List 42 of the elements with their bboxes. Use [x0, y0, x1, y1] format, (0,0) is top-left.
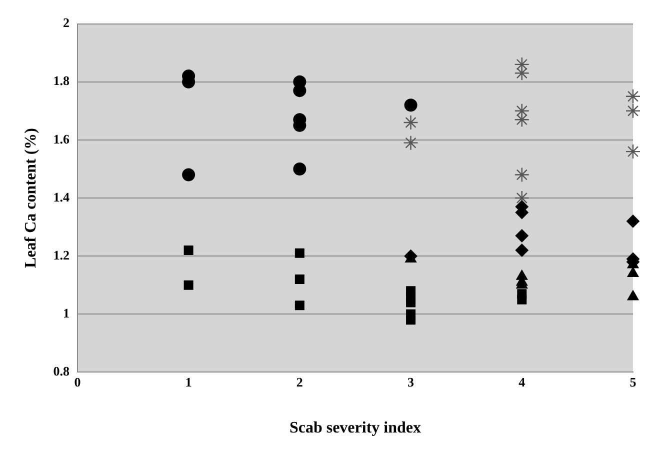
- point: [294, 248, 304, 258]
- x-tick-label: 0: [74, 374, 81, 390]
- y-tick-label: 1.6: [53, 131, 70, 146]
- y-tick-label: 1.8: [53, 73, 70, 88]
- x-tick-label: 5: [630, 374, 637, 390]
- y-tick-label: 1.4: [53, 189, 70, 204]
- point: [625, 144, 641, 160]
- point: [625, 88, 641, 104]
- x-tick-label: 1: [185, 374, 192, 390]
- point: [514, 112, 530, 128]
- point: [294, 300, 304, 310]
- point: [514, 103, 530, 118]
- y-tick-label: 2: [62, 15, 70, 30]
- point: [293, 162, 306, 176]
- point: [627, 266, 639, 277]
- y-axis-title: Leaf Ca content (%): [22, 128, 40, 268]
- y-tick-label: 1: [62, 305, 70, 320]
- point: [515, 229, 528, 242]
- point: [184, 280, 194, 290]
- point: [403, 114, 418, 130]
- point: [184, 246, 194, 256]
- point: [514, 56, 530, 72]
- point: [294, 274, 304, 284]
- y-tick-label: 0.8: [53, 364, 70, 379]
- point: [626, 214, 640, 228]
- point: [293, 84, 306, 98]
- point: [517, 289, 527, 299]
- y-tick-label: 1.2: [53, 247, 70, 262]
- point: [406, 298, 416, 308]
- point: [627, 290, 639, 300]
- x-tick-label: 3: [408, 374, 415, 390]
- x-tick-label: 2: [296, 374, 303, 390]
- point: [403, 135, 418, 150]
- point: [515, 244, 528, 257]
- x-axis-title: Scab severity index: [289, 420, 421, 437]
- point: [406, 315, 416, 325]
- point: [514, 167, 530, 182]
- point: [514, 66, 530, 81]
- point: [625, 103, 641, 118]
- point: [404, 98, 418, 112]
- point: [182, 168, 196, 182]
- x-tick-label: 4: [518, 374, 526, 390]
